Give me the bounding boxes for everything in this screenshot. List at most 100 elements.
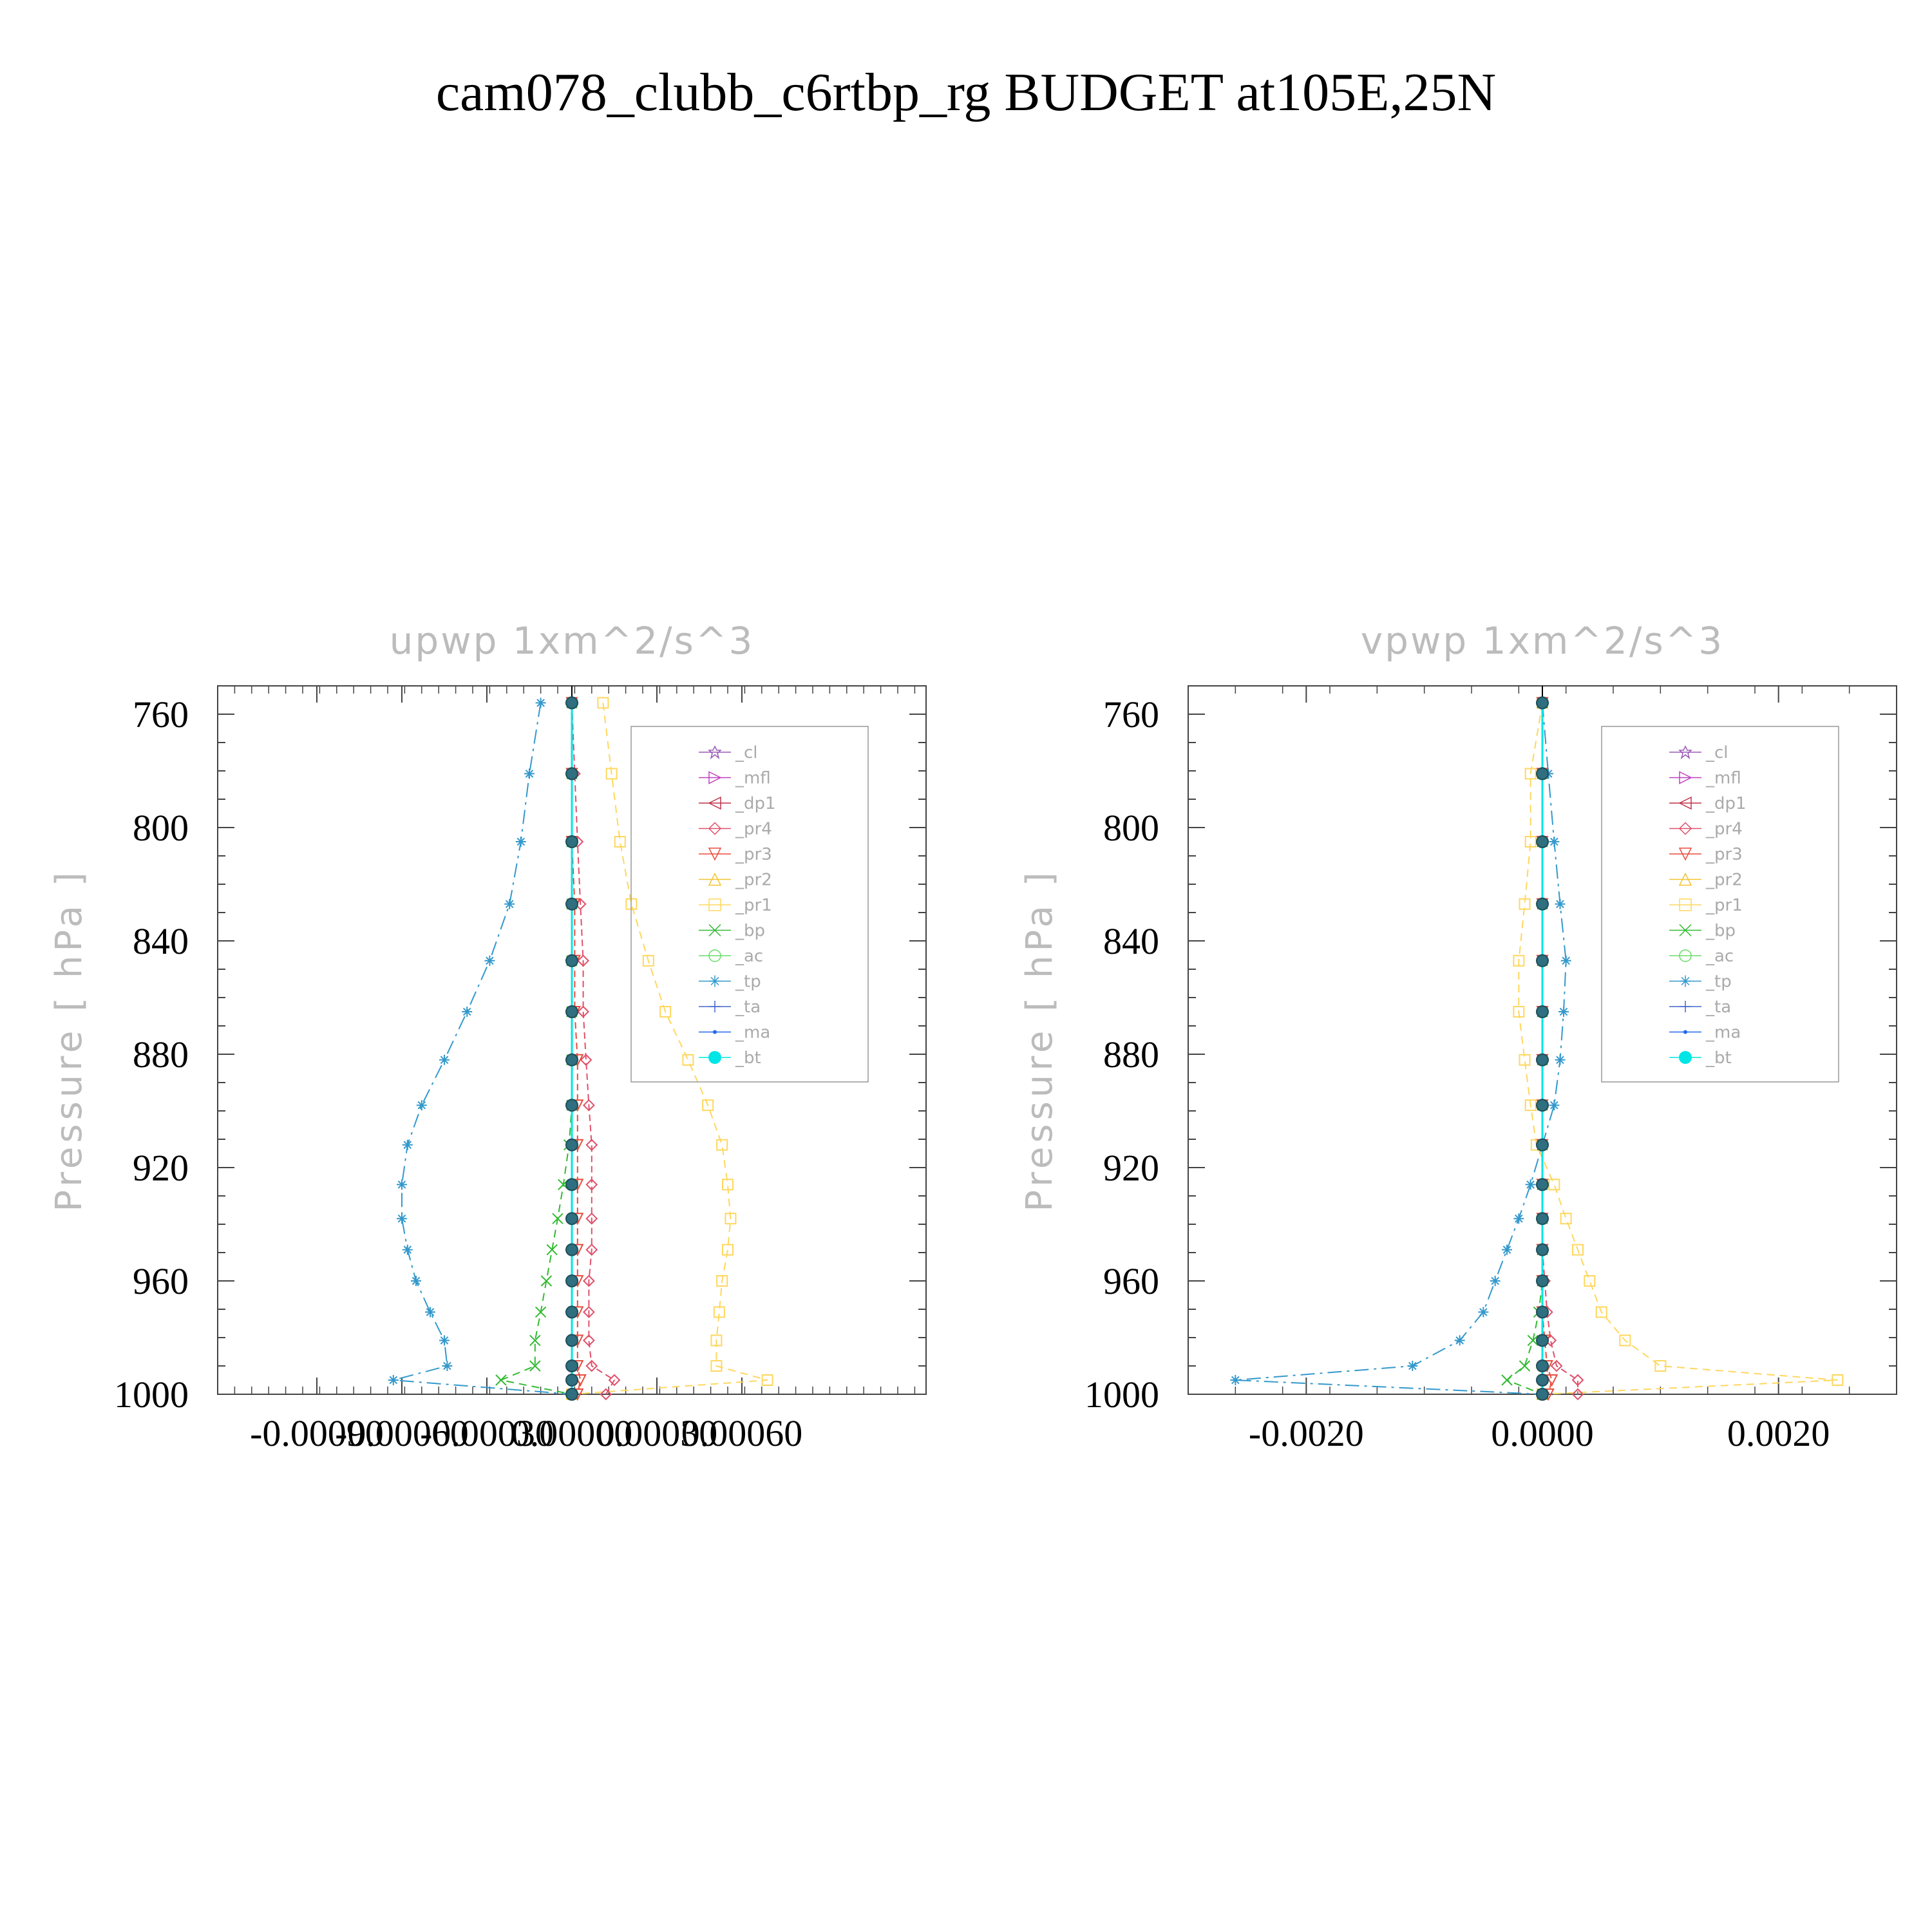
x-tick-label: 0.00060 (681, 1412, 803, 1454)
tp-marker (462, 1007, 473, 1017)
series-line (571, 703, 616, 1395)
series-pr4 (1536, 696, 1584, 1401)
legend-marker-pr3 (1678, 848, 1692, 861)
legend-label: _tp (1705, 972, 1732, 992)
tp-marker (416, 1100, 427, 1111)
legend-label: _pr1 (735, 896, 772, 915)
y-tick-label: 960 (133, 1260, 189, 1302)
pr4-marker (585, 1139, 598, 1151)
bp-marker (1501, 1374, 1513, 1386)
series-pr3 (1536, 697, 1558, 1401)
legend-label: _ma (1705, 1023, 1741, 1043)
series-pr1 (566, 697, 773, 1400)
legend-label: _pr3 (735, 845, 772, 864)
series-tp (1230, 697, 1571, 1399)
tp-marker (1454, 1335, 1465, 1346)
legend-label: _bt (735, 1048, 761, 1068)
legend-label: _ta (1705, 998, 1731, 1017)
pr4-marker (1550, 1359, 1563, 1372)
bt-marker (1536, 1374, 1549, 1387)
x-tick-label: -0.00030 (420, 1412, 554, 1454)
bt-marker (565, 1334, 578, 1347)
bt-marker (1536, 835, 1549, 848)
legend-label: _cl (1705, 743, 1728, 762)
tp-marker (442, 1361, 453, 1371)
legend-label: _ma (735, 1023, 770, 1043)
legend-box (630, 726, 869, 1083)
upwp-panel: upwp 1xm^2/s^3 Pressure [ hPa ] 760 800 840 8… (48, 619, 927, 1454)
bt-marker (1536, 1138, 1549, 1151)
bt-marker (565, 1178, 578, 1191)
bt-marker (1536, 1005, 1549, 1018)
bt-marker (565, 1305, 578, 1319)
bp-marker (546, 1244, 558, 1256)
x-tick-label: -0.00090 (250, 1412, 384, 1454)
pr4-marker (577, 954, 590, 967)
pr1-marker (1654, 1360, 1667, 1372)
tp-marker (1478, 1307, 1489, 1318)
panel-title: vpwp 1xm^2/s^3 (1361, 619, 1724, 663)
bt-marker (1536, 1334, 1549, 1347)
bt-marker (1536, 1212, 1549, 1226)
series-line (571, 703, 768, 1395)
pr4-marker (582, 1099, 595, 1112)
tp-marker (524, 768, 535, 779)
legend-label: _pr2 (1705, 871, 1743, 890)
legend-marker-ta (1680, 1001, 1691, 1012)
tp-marker (1555, 1054, 1566, 1065)
pr1-marker (1519, 898, 1531, 910)
pr4-marker (585, 1178, 598, 1191)
tp-marker (397, 1213, 407, 1224)
pr4-marker (585, 1212, 598, 1225)
y-tick-label: 800 (1103, 807, 1159, 849)
bt-marker (565, 835, 578, 848)
legend-marker-ac (708, 949, 721, 962)
tp-marker (1555, 898, 1566, 909)
legend-marker-bt (1679, 1051, 1692, 1064)
pr4-marker (1571, 1374, 1584, 1387)
legend-box (1601, 726, 1839, 1083)
y-tick-label: 960 (1103, 1260, 1159, 1302)
pr3-marker (1546, 1374, 1558, 1387)
bp-marker (529, 1334, 541, 1347)
bp-marker (540, 1275, 553, 1287)
pr1-marker (724, 1213, 737, 1225)
pr1-marker (1524, 836, 1537, 848)
legend-label: _bt (1705, 1048, 1732, 1068)
pr4-marker (585, 1359, 598, 1372)
bt-marker (1536, 1388, 1549, 1401)
legend-marker-mfl (708, 771, 722, 784)
tp-marker (504, 898, 515, 909)
tp-marker (439, 1335, 450, 1346)
x-tick-label: 0.0020 (1727, 1412, 1830, 1454)
y-tick-label: 760 (1103, 694, 1159, 735)
legend-label: _tp (735, 972, 761, 992)
legend-marker-mfl (1679, 771, 1692, 784)
legend-marker-pr1 (708, 898, 721, 911)
x-tick-label: -0.00060 (335, 1412, 469, 1454)
series-line (1542, 703, 1553, 1395)
tp-marker (425, 1307, 435, 1318)
pr4-marker (600, 1388, 612, 1401)
legend-marker-pr2 (1678, 872, 1692, 886)
panel-title: upwp 1xm^2/s^3 (390, 619, 755, 663)
bt-marker (1536, 897, 1549, 911)
tp-marker (1407, 1361, 1418, 1371)
tp-marker (1558, 1007, 1569, 1017)
bt-marker (1536, 1305, 1549, 1319)
legend-label: _pr4 (1705, 820, 1743, 839)
pr1-marker (1524, 1099, 1537, 1112)
pr1-marker (716, 1275, 728, 1287)
y-tick-label: 840 (133, 920, 189, 962)
bt-marker (1536, 1274, 1549, 1287)
pr1-marker (1584, 1275, 1596, 1287)
vpwp-panel: vpwp 1xm^2/s^3 Pressure [ hPa ] 760 800 840 8… (1019, 619, 1897, 1454)
bt-marker (565, 1388, 578, 1401)
tp-marker (402, 1244, 413, 1255)
legend-label: _pr2 (735, 871, 772, 890)
legend-marker-pr1 (1679, 898, 1692, 911)
tp-marker (535, 697, 546, 708)
series-line (1506, 703, 1543, 1395)
tp-marker (411, 1276, 421, 1286)
pr1-marker (1595, 1306, 1607, 1318)
